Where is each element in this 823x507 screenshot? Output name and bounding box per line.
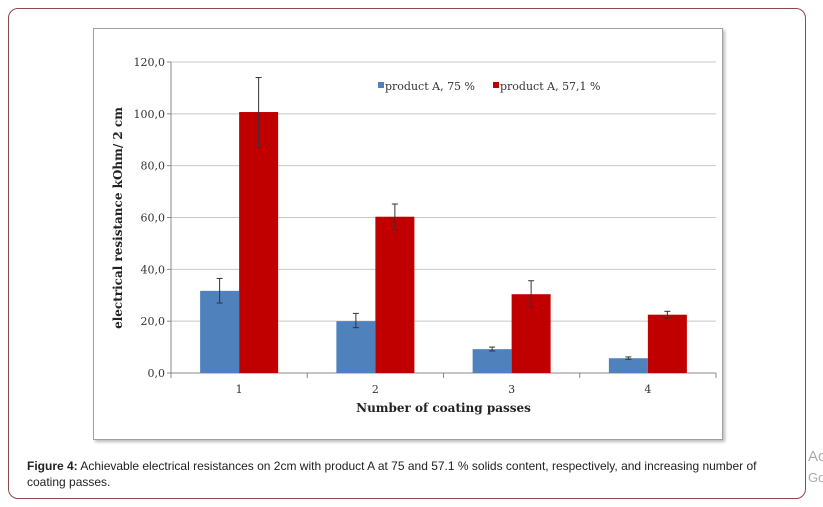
legend-label: product A, 75 % [385,80,475,93]
x-tick-label: 3 [508,383,515,396]
figure-card [8,8,806,499]
y-tick-label: 100,0 [134,108,166,121]
caption-label: Figure 4: [27,459,78,473]
x-tick-label: 1 [236,383,243,396]
y-tick-label: 20,0 [141,315,166,328]
bar [336,321,376,373]
y-tick-label: 120,0 [134,56,166,69]
legend-swatch [493,82,499,88]
y-tick-label: 80,0 [141,160,166,173]
figure-caption: Figure 4: Achievable electrical resistan… [27,458,787,490]
caption-text: Achievable electrical resistances on 2cm… [27,459,757,489]
y-tick-label: 60,0 [141,212,166,225]
edge-text-2: Go [808,470,823,485]
bar [608,358,648,373]
bar [239,112,279,373]
bar [200,290,240,373]
y-tick-label: 40,0 [141,263,166,276]
legend-swatch [378,82,384,88]
bar [647,314,687,373]
y-tick-label: 0,0 [148,367,166,380]
x-tick-label: 2 [372,383,379,396]
legend-label: product A, 57,1 % [500,80,601,93]
edge-text-1: Ac [808,448,823,465]
bar [375,216,415,373]
y-axis-title: electrical resistance kOhm/ 2 cm [111,107,125,329]
x-tick-label: 4 [644,383,651,396]
bar [472,349,512,373]
x-axis-title: Number of coating passes [356,401,531,415]
